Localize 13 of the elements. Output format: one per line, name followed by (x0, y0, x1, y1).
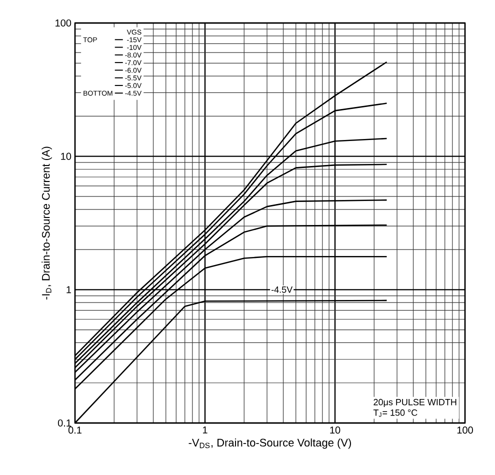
annotation: -4.5V (271, 286, 293, 293)
annotation: T$_{J}$= 150 °C (373, 409, 418, 417)
x-tick-label: 10 (330, 426, 340, 434)
y-tick-label: 1 (66, 286, 71, 294)
y-tick-label: 10 (61, 152, 72, 160)
x-tick-label: 0.1 (68, 426, 82, 434)
y-tick-label: 100 (56, 19, 72, 27)
annotation: 20μs PULSE WIDTH (374, 398, 456, 407)
x-axis-title: -V$_{DS}$, Drain-to-Source Voltage (V) (188, 438, 352, 449)
x-tick-label: 1 (202, 426, 208, 434)
y-axis-title: -I$_{D}$, Drain-to-Source Current (A) (42, 146, 52, 300)
y-tick-label: 0.1 (58, 419, 71, 427)
x-tick-label: 100 (457, 426, 473, 434)
